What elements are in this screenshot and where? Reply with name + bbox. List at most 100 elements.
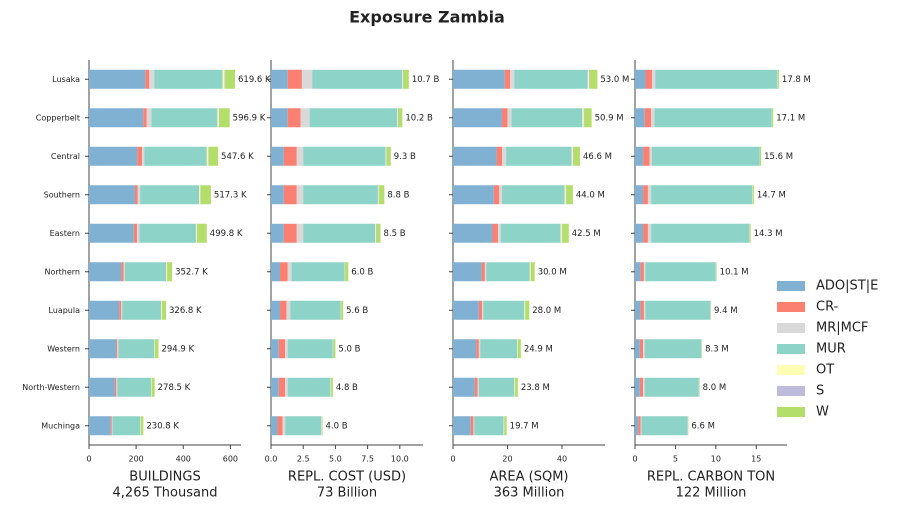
- x-axis-note: 73 Billion: [317, 486, 377, 501]
- bar-segment: [151, 108, 217, 127]
- legend-label: OT: [816, 363, 834, 378]
- bar-segment: [484, 301, 525, 320]
- bar-segment: [284, 147, 297, 166]
- bar-segment: [271, 262, 280, 281]
- bar-segment: [303, 224, 375, 243]
- bar-segment: [331, 378, 333, 397]
- bar-segment: [220, 108, 230, 127]
- bar-segment: [652, 147, 760, 166]
- bar-segment: [562, 224, 563, 243]
- bar-segment: [290, 301, 340, 320]
- bar-segment: [646, 301, 711, 320]
- bar-segment: [201, 185, 211, 204]
- bar-segment: [312, 70, 402, 89]
- value-label: 42.5 M: [572, 229, 601, 239]
- bar-segment: [475, 378, 478, 397]
- bar-segment: [288, 108, 301, 127]
- bar-segment: [492, 224, 497, 243]
- bar-segment: [209, 147, 218, 166]
- bar-segment: [141, 416, 143, 435]
- bar-segment: [478, 378, 479, 397]
- bar-segment: [640, 378, 643, 397]
- value-label: 352.7 K: [175, 267, 208, 277]
- bar-segment: [139, 224, 196, 243]
- value-label: 28.0 M: [532, 306, 561, 316]
- bar-segment: [646, 262, 716, 281]
- x-axis-label: AREA (SQM): [489, 470, 568, 485]
- value-label: 326.8 K: [169, 306, 202, 316]
- legend-label: CR-: [816, 300, 839, 315]
- bar-segment: [561, 224, 562, 243]
- bar-segment: [89, 416, 111, 435]
- value-label: 230.8 K: [146, 421, 179, 431]
- bar-segment: [271, 70, 288, 89]
- x-tick-label: 7.5: [361, 455, 374, 464]
- bar-segment: [574, 147, 580, 166]
- bar-segment: [482, 262, 485, 281]
- bar-segment: [651, 108, 654, 127]
- bar-segment: [514, 70, 588, 89]
- bar-segment: [482, 301, 483, 320]
- bar-segment: [143, 108, 147, 127]
- value-label: 19.7 M: [510, 421, 539, 431]
- x-tick-label: 0: [86, 455, 91, 464]
- legend-label: S: [816, 384, 824, 399]
- bar-segment: [485, 262, 486, 281]
- bar-segment: [322, 416, 323, 435]
- bar-segment: [590, 70, 597, 89]
- bar-segment: [116, 378, 117, 397]
- bar-segment: [284, 224, 297, 243]
- bar-segment: [506, 147, 571, 166]
- bar-segment: [217, 108, 218, 127]
- bar-segment: [144, 147, 206, 166]
- bar-segment: [155, 339, 159, 358]
- bar-segment: [643, 185, 648, 204]
- bar-segment: [643, 339, 645, 358]
- legend-swatch: [777, 323, 805, 333]
- bar-segment: [655, 70, 777, 89]
- bar-segment: [119, 301, 121, 320]
- bar-segment: [271, 108, 288, 127]
- x-tick-label: 20: [502, 455, 512, 464]
- bar-segment: [279, 378, 285, 397]
- value-label: 5.6 B: [346, 306, 368, 316]
- bar-segment: [573, 147, 574, 166]
- bar-segment: [117, 339, 118, 358]
- bar-segment: [498, 224, 501, 243]
- bar-segment: [453, 339, 476, 358]
- bar-segment: [121, 262, 123, 281]
- bar-segment: [778, 70, 779, 89]
- bar-segment: [145, 70, 149, 89]
- value-label: 9.3 B: [394, 152, 416, 162]
- bar-segment: [638, 416, 640, 435]
- bar-segment: [453, 301, 479, 320]
- value-label: 8.5 B: [383, 229, 405, 239]
- category-label: North-Western: [22, 383, 80, 392]
- bar-segment: [502, 185, 565, 204]
- bar-segment: [149, 70, 154, 89]
- bar-segment: [117, 378, 151, 397]
- bar-segment: [379, 185, 384, 204]
- bar-segment: [643, 147, 649, 166]
- bar-segment: [292, 262, 345, 281]
- value-label: 619.6 K: [238, 75, 271, 85]
- bar-segment: [397, 108, 398, 127]
- bar-segment: [341, 301, 343, 320]
- bar-segment: [507, 108, 511, 127]
- value-label: 10.1 M: [720, 267, 749, 277]
- bar-segment: [89, 108, 143, 127]
- bar-segment: [588, 70, 589, 89]
- bar-segment: [283, 416, 286, 435]
- bar-segment: [635, 339, 640, 358]
- x-tick-label: 10: [711, 455, 721, 464]
- value-label: 517.3 K: [214, 190, 247, 200]
- value-label: 9.4 M: [714, 306, 738, 316]
- x-tick-label: 5: [673, 455, 678, 464]
- bar-segment: [651, 185, 752, 204]
- bar-segment: [471, 416, 474, 435]
- legend-swatch: [777, 281, 805, 291]
- value-label: 6.6 M: [691, 421, 715, 431]
- value-label: 23.8 M: [521, 383, 550, 393]
- value-label: 14.3 M: [754, 229, 783, 239]
- bar-segment: [650, 147, 652, 166]
